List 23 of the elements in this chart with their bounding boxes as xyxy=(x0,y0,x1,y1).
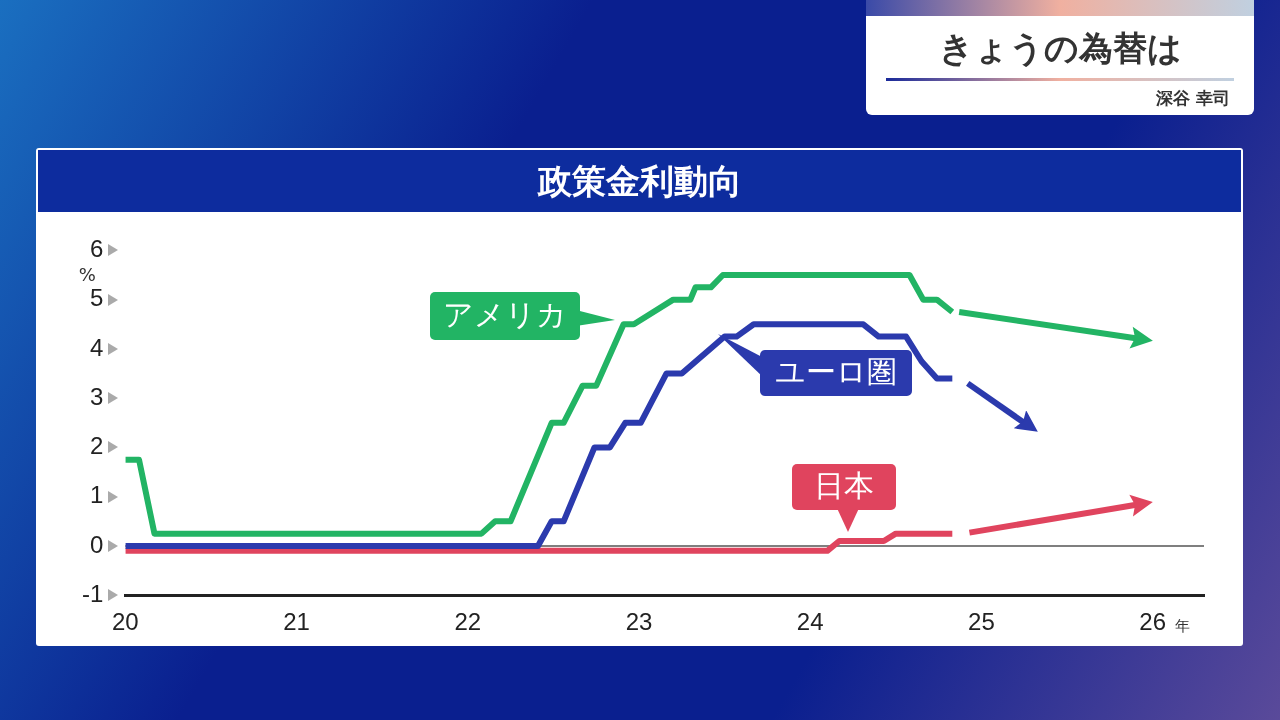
x-tick-label: 25 xyxy=(968,608,995,636)
legend-label: ユーロ圏 xyxy=(775,353,897,389)
series-label: アメリカ xyxy=(443,296,567,332)
x-tick-label: 22 xyxy=(454,608,482,636)
y-tick-label: 1 xyxy=(89,481,104,509)
x-tick-label: 23 xyxy=(625,608,653,636)
y-tick-label: -1 xyxy=(82,579,104,607)
series-label: 日本 xyxy=(814,467,874,503)
y-tick-label: 4 xyxy=(89,333,104,361)
y-tick-label: 3 xyxy=(89,382,104,410)
x-tick-label: 21 xyxy=(283,608,310,636)
text: 深谷 幸司 xyxy=(1155,87,1231,110)
y-tick-label: 6 xyxy=(89,235,104,263)
x-tick-label: 26 xyxy=(1139,608,1166,636)
x-tick-label: 24 xyxy=(796,608,824,636)
y-tick-label: 2 xyxy=(89,432,104,460)
y-axis-title: % xyxy=(78,264,96,286)
text: きょうの為替は xyxy=(937,27,1183,70)
chart-title: 政策金利動向 xyxy=(38,150,1241,212)
y-tick-label: 5 xyxy=(89,284,104,312)
x-axis-title: 年 xyxy=(1175,617,1191,636)
x-tick-label: 20 xyxy=(111,608,139,636)
y-tick-label: 0 xyxy=(89,530,104,558)
